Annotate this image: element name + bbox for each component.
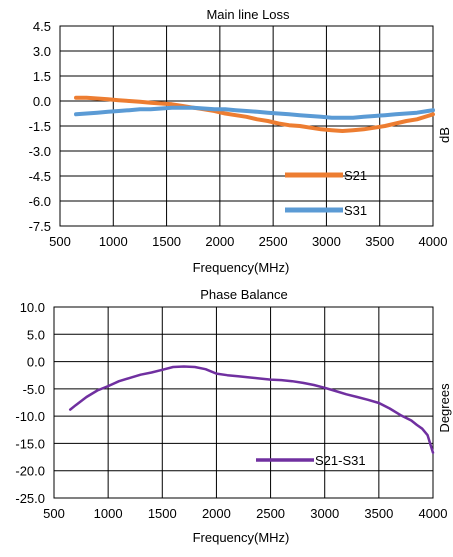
y-tick-label: 0.0: [33, 94, 51, 109]
series-lines: [74, 95, 435, 133]
y-tick-labels: 10.0 5.0 0.0 -5.0 -10.0 -15.0 -20.0 -25.…: [15, 300, 45, 506]
x-tick-label: 3500: [365, 234, 394, 249]
grid: [53, 306, 434, 499]
chart-title: Main line Loss: [206, 7, 290, 22]
y-tick-label: 0.0: [27, 355, 45, 370]
y-tick-label: -15.0: [15, 436, 45, 451]
series-line-s31: [74, 105, 435, 120]
x-tick-label: 3000: [310, 506, 339, 521]
y-tick-label: -7.5: [29, 219, 51, 234]
series-line-s21-s31: [68, 365, 435, 454]
chart-main-line-loss: Main line Loss 4.5 3.0 1.5 0.0 -1.5 -3.0…: [29, 7, 452, 275]
chart-title: Phase Balance: [200, 287, 287, 302]
series-line-s21: [74, 95, 435, 133]
series-lines: [68, 365, 435, 454]
y-tick-label: -6.0: [29, 194, 51, 209]
x-tick-label: 1000: [99, 234, 128, 249]
y-axis-label: Degrees: [437, 383, 452, 433]
x-tick-label: 3500: [364, 506, 393, 521]
x-axis-label: Frequency(MHz): [193, 530, 290, 545]
y-tick-label: -3.0: [29, 144, 51, 159]
legend-label-s21-s31: S21-S31: [315, 453, 366, 468]
x-axis-label: Frequency(MHz): [193, 260, 290, 275]
y-tick-label: -20.0: [15, 464, 45, 479]
x-tick-label: 500: [49, 234, 71, 249]
y-tick-label: 4.5: [33, 19, 51, 34]
x-tick-label: 2500: [256, 506, 285, 521]
y-tick-label: -1.5: [29, 119, 51, 134]
legend-label-s31: S31: [344, 203, 367, 218]
y-axis-label: dB: [437, 127, 452, 143]
x-tick-label: 2000: [205, 234, 234, 249]
y-tick-label: 1.5: [33, 69, 51, 84]
y-tick-label: -25.0: [15, 491, 45, 506]
x-tick-labels: 500 1000 1500 2000 2500 3000 3500 4000: [49, 234, 447, 249]
x-tick-label: 4000: [419, 234, 448, 249]
y-tick-label: -4.5: [29, 169, 51, 184]
x-tick-label: 1500: [152, 234, 181, 249]
y-tick-label: 3.0: [33, 44, 51, 59]
legend: S21-S31: [256, 453, 366, 468]
x-tick-label: 2000: [202, 506, 231, 521]
x-tick-label: 2500: [259, 234, 288, 249]
x-tick-label: 3000: [312, 234, 341, 249]
legend-label-s21: S21: [344, 168, 367, 183]
x-tick-label: 1500: [148, 506, 177, 521]
x-tick-label: 1000: [94, 506, 123, 521]
x-tick-label: 4000: [419, 506, 448, 521]
y-tick-label: -10.0: [15, 409, 45, 424]
y-tick-label: 10.0: [20, 300, 45, 315]
y-tick-labels: 4.5 3.0 1.5 0.0 -1.5 -3.0 -4.5 -6.0 -7.5: [29, 19, 51, 234]
x-tick-labels: 500 1000 1500 2000 2500 3000 3500 4000: [43, 506, 447, 521]
chart-phase-balance: Phase Balance 10.0 5.0 0.0 -5.0 -10.0 -1…: [15, 287, 452, 545]
y-tick-label: -5.0: [23, 382, 45, 397]
y-tick-label: 5.0: [27, 327, 45, 342]
legend: S21 S31: [285, 168, 367, 218]
x-tick-label: 500: [43, 506, 65, 521]
